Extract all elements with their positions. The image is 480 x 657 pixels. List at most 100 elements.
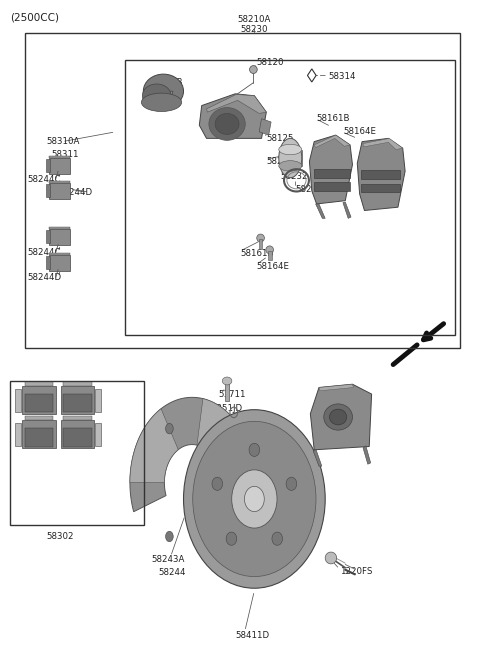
Polygon shape xyxy=(197,399,251,470)
Text: 58235C: 58235C xyxy=(266,157,300,166)
Ellipse shape xyxy=(279,139,302,177)
Text: 58161B: 58161B xyxy=(240,248,274,258)
Polygon shape xyxy=(96,423,101,446)
Polygon shape xyxy=(259,119,271,135)
Bar xyxy=(10,381,144,525)
Polygon shape xyxy=(314,135,350,148)
Polygon shape xyxy=(60,420,94,448)
Polygon shape xyxy=(15,389,21,412)
Polygon shape xyxy=(259,239,263,248)
Text: 58164E: 58164E xyxy=(343,127,376,136)
Polygon shape xyxy=(268,251,272,260)
Polygon shape xyxy=(24,428,53,447)
Polygon shape xyxy=(319,384,353,391)
Bar xyxy=(314,182,350,191)
Polygon shape xyxy=(150,91,173,102)
Polygon shape xyxy=(63,382,92,386)
Polygon shape xyxy=(48,255,70,271)
Ellipse shape xyxy=(183,410,325,588)
Polygon shape xyxy=(316,204,325,218)
Text: 58244C: 58244C xyxy=(27,175,60,183)
Text: 58243A: 58243A xyxy=(152,555,185,564)
Polygon shape xyxy=(308,69,316,82)
Text: 58164E: 58164E xyxy=(257,261,290,271)
Circle shape xyxy=(166,532,173,542)
Ellipse shape xyxy=(144,74,183,108)
Polygon shape xyxy=(96,389,101,412)
Polygon shape xyxy=(199,94,266,139)
Ellipse shape xyxy=(209,108,245,141)
Bar xyxy=(24,34,460,348)
Polygon shape xyxy=(206,95,266,114)
Text: 58210A: 58210A xyxy=(238,15,271,24)
Ellipse shape xyxy=(143,84,171,108)
Ellipse shape xyxy=(226,532,237,545)
Polygon shape xyxy=(48,181,70,183)
Ellipse shape xyxy=(324,404,352,430)
Polygon shape xyxy=(46,160,49,173)
Polygon shape xyxy=(363,139,403,150)
Polygon shape xyxy=(48,156,70,158)
Ellipse shape xyxy=(193,421,316,577)
Text: 1220FS: 1220FS xyxy=(340,566,373,576)
Text: 1351JD: 1351JD xyxy=(211,404,242,413)
Ellipse shape xyxy=(329,409,347,425)
Circle shape xyxy=(166,423,173,434)
Ellipse shape xyxy=(212,477,223,490)
Ellipse shape xyxy=(142,93,181,112)
Polygon shape xyxy=(48,183,70,198)
Polygon shape xyxy=(343,202,351,218)
Ellipse shape xyxy=(266,246,274,254)
Text: 58125: 58125 xyxy=(266,134,294,143)
Polygon shape xyxy=(357,139,405,210)
Polygon shape xyxy=(24,382,53,386)
Polygon shape xyxy=(48,229,70,244)
Text: (2500CC): (2500CC) xyxy=(10,12,59,22)
Polygon shape xyxy=(311,384,372,450)
Ellipse shape xyxy=(272,532,283,545)
Text: 51711: 51711 xyxy=(218,390,246,399)
Polygon shape xyxy=(60,386,94,414)
Ellipse shape xyxy=(215,114,239,135)
Text: 58120: 58120 xyxy=(257,58,284,68)
Text: 58310A: 58310A xyxy=(46,137,80,146)
Text: 58163B: 58163B xyxy=(149,78,182,87)
Polygon shape xyxy=(46,230,49,243)
Ellipse shape xyxy=(249,443,260,457)
Polygon shape xyxy=(310,135,352,204)
Polygon shape xyxy=(48,253,70,255)
Text: 58314: 58314 xyxy=(328,72,356,81)
Polygon shape xyxy=(130,397,254,525)
Polygon shape xyxy=(46,256,49,269)
Text: 58161B: 58161B xyxy=(317,114,350,124)
Polygon shape xyxy=(363,446,371,464)
Polygon shape xyxy=(48,158,70,174)
Ellipse shape xyxy=(222,377,232,385)
Polygon shape xyxy=(279,150,302,166)
Ellipse shape xyxy=(232,470,277,528)
Bar xyxy=(361,183,400,192)
Polygon shape xyxy=(24,394,53,413)
Ellipse shape xyxy=(279,145,302,155)
Text: 58244: 58244 xyxy=(158,568,186,577)
Polygon shape xyxy=(313,450,322,466)
Text: 58233: 58233 xyxy=(295,185,323,194)
Ellipse shape xyxy=(257,234,264,242)
Polygon shape xyxy=(63,394,92,413)
Text: 58411D: 58411D xyxy=(235,631,269,640)
Polygon shape xyxy=(63,428,92,447)
Bar xyxy=(314,170,350,177)
Ellipse shape xyxy=(286,477,297,490)
Text: 58244C: 58244C xyxy=(27,248,60,257)
Text: 58230: 58230 xyxy=(240,25,268,34)
Polygon shape xyxy=(130,409,178,483)
Bar xyxy=(225,381,229,401)
Polygon shape xyxy=(24,417,53,420)
Polygon shape xyxy=(22,386,56,414)
Text: 58302: 58302 xyxy=(46,532,73,541)
Polygon shape xyxy=(15,423,21,446)
Circle shape xyxy=(234,478,241,487)
Polygon shape xyxy=(22,420,56,448)
Text: 58244D: 58244D xyxy=(58,188,92,196)
Polygon shape xyxy=(48,227,70,229)
